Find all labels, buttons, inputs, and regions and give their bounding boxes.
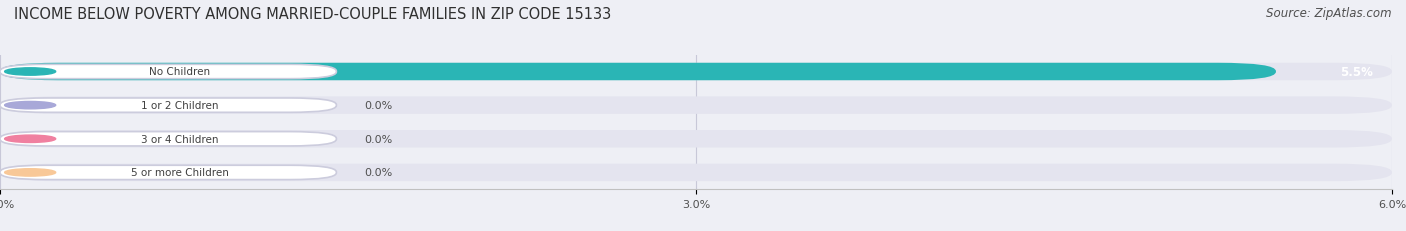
Text: 0.0%: 0.0% xyxy=(364,101,392,111)
Circle shape xyxy=(4,136,56,143)
FancyBboxPatch shape xyxy=(0,97,1392,114)
FancyBboxPatch shape xyxy=(0,99,336,113)
FancyBboxPatch shape xyxy=(0,132,336,146)
Text: INCOME BELOW POVERTY AMONG MARRIED-COUPLE FAMILIES IN ZIP CODE 15133: INCOME BELOW POVERTY AMONG MARRIED-COUPL… xyxy=(14,7,612,22)
Text: 1 or 2 Children: 1 or 2 Children xyxy=(141,101,218,111)
FancyBboxPatch shape xyxy=(0,131,1392,148)
Text: 0.0%: 0.0% xyxy=(364,168,392,178)
Text: 5 or more Children: 5 or more Children xyxy=(131,168,229,178)
Text: No Children: No Children xyxy=(149,67,211,77)
FancyBboxPatch shape xyxy=(0,64,1277,81)
Circle shape xyxy=(4,169,56,176)
FancyBboxPatch shape xyxy=(0,166,336,180)
Circle shape xyxy=(4,102,56,109)
FancyBboxPatch shape xyxy=(0,164,1392,181)
Text: 5.5%: 5.5% xyxy=(1340,66,1374,79)
Text: 3 or 4 Children: 3 or 4 Children xyxy=(141,134,218,144)
FancyBboxPatch shape xyxy=(0,65,336,79)
Text: 0.0%: 0.0% xyxy=(364,134,392,144)
FancyBboxPatch shape xyxy=(0,64,1392,81)
Circle shape xyxy=(4,69,56,76)
Text: Source: ZipAtlas.com: Source: ZipAtlas.com xyxy=(1267,7,1392,20)
